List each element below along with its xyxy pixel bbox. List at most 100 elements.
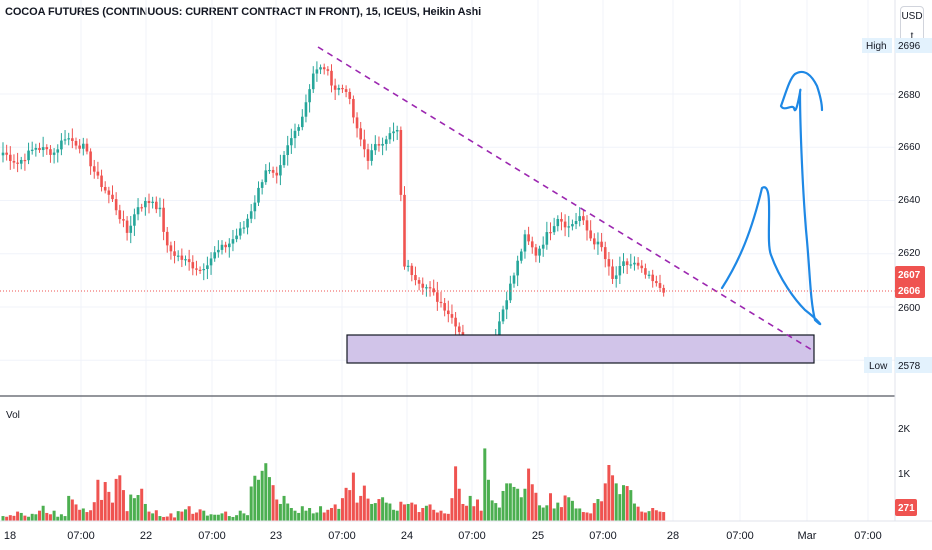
volume-bar: [278, 503, 282, 521]
candle-body: [530, 241, 534, 248]
candle-body: [359, 128, 362, 140]
volume-bar: [625, 486, 629, 521]
volume-bar: [191, 513, 195, 521]
candle-body: [552, 226, 556, 233]
candle-body: [140, 207, 143, 209]
volume-bar: [512, 486, 516, 521]
time-tick: 07:00: [726, 530, 754, 542]
candle-body: [30, 149, 34, 151]
volume-bar: [421, 508, 425, 521]
candle-body: [144, 200, 147, 208]
time-tick: 23: [270, 530, 282, 542]
volume-bar: [479, 510, 483, 521]
volume-bar: [483, 448, 487, 521]
volume-bar: [403, 504, 406, 521]
candle-body: [275, 172, 279, 176]
candle-body: [527, 234, 530, 242]
candle-body: [52, 152, 56, 155]
volume-axis[interactable]: Vol 2K 1K 271: [6, 410, 917, 516]
volume-bar: [351, 472, 355, 521]
candle-body: [67, 138, 70, 140]
candle-body: [417, 280, 421, 284]
volume-bar: [224, 511, 228, 521]
volume-bar: [89, 510, 93, 521]
volume-bar: [636, 506, 640, 521]
projection-freehand-drawing[interactable]: [720, 70, 824, 326]
volume-bar: [249, 486, 253, 521]
candle-body: [187, 259, 191, 263]
candle-body: [41, 147, 45, 151]
volume-bar: [472, 506, 476, 521]
volume-bar: [355, 502, 359, 521]
volume-bar: [38, 510, 41, 521]
volume-bar: [523, 488, 527, 521]
candle-body: [651, 274, 654, 282]
volume-bar: [78, 509, 82, 521]
volume-bar: [581, 512, 585, 521]
volume-bar: [658, 511, 662, 521]
volume-bar: [476, 499, 479, 521]
volume-bar: [103, 482, 107, 521]
volume-bar: [304, 510, 308, 521]
candle-body: [498, 321, 501, 337]
volume-bar: [381, 497, 385, 521]
volume-bar: [366, 498, 370, 521]
volume-bar: [70, 499, 74, 521]
price-tick: 2620: [898, 248, 921, 259]
candle-body: [355, 117, 359, 129]
demand-zone-rectangle[interactable]: [346, 334, 815, 364]
volume-bar: [490, 500, 494, 521]
candle-body: [301, 116, 304, 128]
candle-body: [71, 138, 74, 141]
high-label: High: [866, 41, 887, 52]
volume-pane-label: Vol: [6, 410, 20, 421]
price-axis[interactable]: 2680 2660 2640 2620 2600 High 2696 Low 2…: [862, 38, 932, 373]
candle-body: [403, 194, 406, 267]
candle-body: [381, 143, 384, 146]
volume-bar: [651, 508, 655, 521]
candle-body: [607, 259, 611, 267]
candle-body: [432, 288, 435, 293]
volume-bar: [647, 511, 651, 521]
volume-bar: [461, 503, 465, 521]
volume-bar: [384, 502, 388, 521]
price-tick: 2640: [898, 195, 921, 206]
volume-bar: [530, 484, 534, 521]
candle-body: [516, 260, 519, 276]
volume-bar: [454, 466, 458, 521]
volume-bar: [662, 512, 666, 521]
candle-body: [96, 171, 100, 176]
volume-bar: [129, 494, 133, 521]
volume-bar: [271, 485, 275, 521]
descending-trendline[interactable]: [317, 46, 813, 351]
volume-bar: [333, 504, 337, 521]
time-tick: 18: [4, 530, 16, 542]
candle-body: [447, 310, 450, 315]
candle-body: [23, 159, 27, 162]
volume-bar: [322, 512, 326, 521]
volume-bar: [257, 479, 260, 521]
volume-bar: [465, 505, 469, 521]
candle-body: [107, 190, 111, 195]
candle-body: [176, 255, 180, 257]
candle-body: [228, 243, 231, 248]
volume-bar: [348, 490, 352, 521]
candle-body: [545, 232, 549, 245]
volume-bar: [293, 510, 297, 521]
candle-body: [567, 226, 571, 228]
candle-body: [60, 140, 63, 150]
candle-body: [238, 228, 242, 236]
volume-bar: [52, 510, 56, 521]
candle-body: [348, 91, 352, 99]
volume-bar: [267, 477, 271, 521]
candle-body: [293, 130, 297, 139]
candle-body: [662, 287, 665, 293]
candle-body: [541, 244, 545, 249]
candle-body: [563, 221, 567, 228]
drawings-layer[interactable]: [317, 46, 824, 364]
candle-body: [162, 207, 165, 232]
candle-body: [582, 216, 585, 221]
candle-body: [625, 261, 629, 266]
time-axis[interactable]: 18 07:00 22 07:00 23 07:00 24 07:00 25 0…: [4, 530, 882, 542]
